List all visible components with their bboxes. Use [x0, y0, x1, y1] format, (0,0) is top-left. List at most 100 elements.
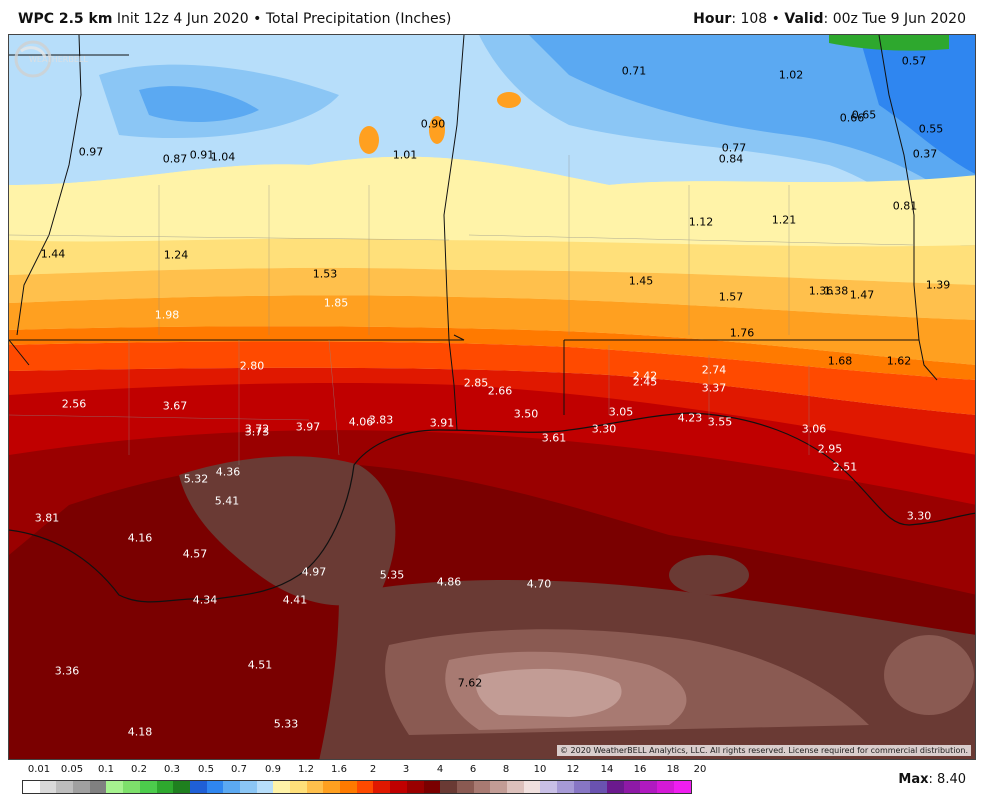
scale-swatch — [540, 781, 557, 793]
scale-swatch — [189, 781, 207, 793]
precip-value-label: 0.65 — [851, 108, 877, 122]
precip-value-label: 3.37 — [701, 381, 727, 395]
precip-value-label: 5.41 — [214, 494, 240, 508]
precip-value-label: 3.05 — [608, 405, 634, 419]
scale-tick-label: 4 — [436, 764, 444, 775]
precip-value-label: 1.36 — [808, 284, 834, 298]
scale-swatch — [573, 781, 591, 793]
scale-tick-label: 20 — [693, 764, 707, 775]
scale-swatches — [22, 780, 692, 794]
time-separator: • — [771, 11, 780, 27]
scale-swatch — [657, 781, 674, 793]
precipitation-field — [9, 35, 975, 759]
scale-swatch — [139, 781, 157, 793]
max-number: : 8.40 — [928, 772, 966, 787]
scale-tick-label: 1.6 — [331, 764, 347, 775]
copyright-notice: © 2020 WeatherBELL Analytics, LLC. All r… — [557, 745, 971, 756]
scale-swatch — [23, 781, 40, 793]
precip-value-label: 1.47 — [849, 288, 875, 302]
scale-tick-label: 16 — [633, 764, 647, 775]
precip-value-label: 2.95 — [817, 442, 843, 456]
precip-value-label: 3.36 — [54, 664, 80, 678]
scale-swatch — [340, 781, 357, 793]
precip-value-label: 3.91 — [429, 416, 455, 430]
precip-value-label: 4.86 — [436, 575, 462, 589]
precip-value-label: 4.16 — [127, 531, 153, 545]
precip-value-label: 1.21 — [771, 213, 797, 227]
precip-value-label: 1.24 — [163, 248, 189, 262]
scale-tick-label: 0.7 — [231, 764, 247, 775]
scale-tick-label: 3 — [402, 764, 410, 775]
precip-value-label: 4.97 — [301, 565, 327, 579]
precipitation-map: 0.71 1.02 0.57 0.65 0.66 0.55 0.77 0.84 … — [8, 34, 976, 760]
scale-swatch — [473, 781, 491, 793]
scale-swatch — [239, 781, 257, 793]
color-scale-legend: 0.01 0.05 0.1 0.2 0.3 0.5 0.7 0.9 1.2 1.… — [22, 764, 722, 808]
precip-value-label: 4.41 — [282, 593, 308, 607]
precip-value-label: 3.30 — [591, 422, 617, 436]
precip-value-label: 0.37 — [912, 147, 938, 161]
precip-value-label: 1.53 — [312, 267, 338, 281]
scale-tick-label: 0.9 — [265, 764, 281, 775]
scale-swatch — [106, 781, 124, 793]
precip-value-label: 0.55 — [918, 122, 944, 136]
precip-value-label: 2.66 — [487, 384, 513, 398]
precip-value-label: 1.01 — [392, 148, 418, 162]
precip-value-label: 3.81 — [34, 511, 60, 525]
scale-swatch — [673, 781, 691, 793]
precip-value-label: 5.32 — [183, 472, 209, 486]
precip-value-label: 1.04 — [210, 150, 236, 164]
precip-value-label: 1.98 — [154, 308, 180, 322]
precip-value-label: 0.66 — [839, 111, 865, 125]
scale-swatch — [557, 781, 574, 793]
scale-swatch — [406, 781, 424, 793]
scale-swatch — [73, 781, 90, 793]
scale-tick-label: 0.2 — [131, 764, 147, 775]
precip-value-label: 1.68 — [827, 354, 853, 368]
scale-swatch — [89, 781, 107, 793]
precip-value-label: 3.97 — [295, 420, 321, 434]
precip-value-label: 2.42 — [632, 369, 658, 383]
scale-tick-label: 0.5 — [198, 764, 214, 775]
scale-tick-label: 1.2 — [298, 764, 314, 775]
precip-value-label: 1.02 — [778, 68, 804, 82]
precip-value-label: 2.85 — [463, 376, 489, 390]
scale-swatch — [623, 781, 641, 793]
precip-value-label: 0.57 — [901, 54, 927, 68]
precip-value-label: 3.30 — [906, 509, 932, 523]
scale-swatch — [123, 781, 140, 793]
scale-swatch — [323, 781, 341, 793]
precip-value-label: 1.85 — [323, 296, 349, 310]
precip-value-label: 0.71 — [621, 64, 647, 78]
scale-swatch — [156, 781, 174, 793]
scale-tick-label: 12 — [566, 764, 580, 775]
scale-swatch — [290, 781, 307, 793]
precip-value-label: 4.06 — [348, 415, 374, 429]
precip-value-label: 0.81 — [892, 199, 918, 213]
scale-tick-label: 2 — [369, 764, 377, 775]
precip-value-label: 0.91 — [189, 148, 215, 162]
precip-value-label: 2.74 — [701, 363, 727, 377]
scale-swatch — [306, 781, 324, 793]
precip-value-label: 4.70 — [526, 577, 552, 591]
scale-swatch — [423, 781, 441, 793]
scale-tick-label: 6 — [469, 764, 477, 775]
scale-swatch — [590, 781, 608, 793]
scale-swatch — [273, 781, 290, 793]
precip-value-label: 1.45 — [628, 274, 654, 288]
precip-value-label: 3.83 — [368, 413, 394, 427]
precip-value-label: 4.51 — [247, 658, 273, 672]
precip-value-label: 4.34 — [192, 593, 218, 607]
precip-value-label: 3.72 — [244, 422, 270, 436]
precip-value-label: 3.50 — [513, 407, 539, 421]
precip-value-label: 2.45 — [632, 375, 658, 389]
precip-value-label: 2.56 — [61, 397, 87, 411]
precip-value-label: 1.57 — [718, 290, 744, 304]
precip-value-label: 3.73 — [244, 425, 270, 439]
scale-swatch — [490, 781, 507, 793]
valid-label: Valid — [784, 11, 824, 27]
max-value: Max: 8.40 — [898, 772, 966, 787]
scale-tick-label: 0.1 — [98, 764, 114, 775]
scale-tick-label: 0.05 — [60, 764, 84, 775]
scale-swatch — [223, 781, 240, 793]
